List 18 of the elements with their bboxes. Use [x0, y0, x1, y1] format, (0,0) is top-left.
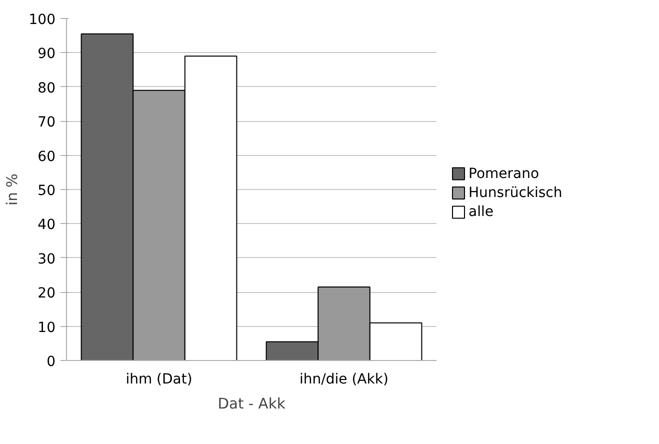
y-tick-label: 0 [46, 354, 56, 370]
legend-label: alle [468, 204, 494, 220]
x-tick-label: ihn/die (Akk) [300, 372, 388, 388]
y-tick-label: 70 [38, 114, 56, 131]
legend-label: Pomerano [468, 166, 540, 182]
y-tick-label: 40 [38, 217, 56, 234]
y-tick-label: 100 [28, 12, 56, 28]
y-tick-label: 60 [38, 148, 56, 165]
y-tick-label: 50 [38, 183, 56, 199]
y-tick-label: 20 [38, 286, 56, 302]
y-tick-label: 10 [38, 320, 56, 336]
y-tick-label: 90 [38, 46, 56, 62]
y-tick-label: 80 [38, 80, 56, 96]
y-axis-title: in % [4, 173, 21, 206]
x-tick-label: ihm (Dat) [126, 372, 192, 388]
x-axis-title: Dat - Akk [218, 396, 286, 412]
legend-label: Hunsrückisch [468, 185, 562, 201]
y-tick-label: 30 [38, 251, 56, 268]
